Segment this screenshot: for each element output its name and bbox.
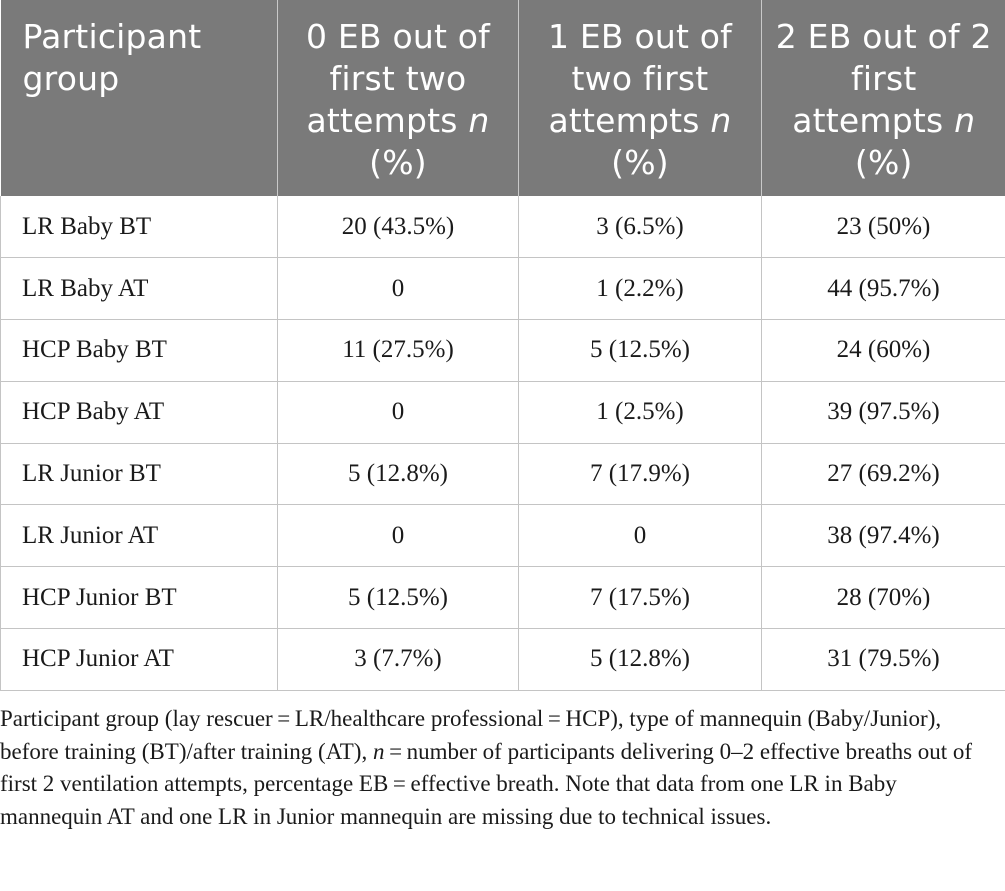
footnote-text-1: Participant group (lay rescuer = LR/heal… [0,706,942,764]
header-participant-group: Participant group [0,0,278,196]
header-one-eb-label: 1 EB out of two first attempts [547,17,732,140]
cell-two-eb: 38 (97.4%) [761,504,1005,568]
header-zero-eb-label: 0 EB out of first two attempts [305,17,490,140]
footnote-text-2: = number of participants delivering 0–2 … [0,738,973,829]
cell-two-eb: 31 (79.5%) [761,628,1005,691]
cell-zero-eb: 0 [277,504,519,568]
header-zero-eb-pct: (%) [369,143,427,182]
cell-two-eb: 28 (70%) [761,566,1005,630]
cell-group: HCP Baby AT [0,381,278,444]
cell-group: LR Baby AT [0,257,278,321]
table-row: LR Junior BT 5 (12.8%) 7 (17.9%) 27 (69.… [0,443,1005,506]
header-zero-eb: 0 EB out of first two attempts n (%) [277,0,519,196]
cell-one-eb: 5 (12.8%) [518,628,762,691]
header-row: Participant group 0 EB out of first two … [0,0,1005,196]
cell-two-eb: 24 (60%) [761,319,1005,382]
cell-zero-eb: 0 [277,257,519,321]
cell-one-eb: 7 (17.5%) [518,566,762,630]
table-body: LR Baby BT 20 (43.5%) 3 (6.5%) 23 (50%) … [0,196,1005,691]
table-row: HCP Junior BT 5 (12.5%) 7 (17.5%) 28 (70… [0,566,1005,630]
header-zero-eb-n: n [468,101,490,140]
cell-group: HCP Junior AT [0,628,278,691]
header-one-eb-n: n [710,101,732,140]
cell-one-eb: 0 [518,504,762,568]
table-row: LR Junior AT 0 0 38 (97.4%) [0,504,1005,568]
cell-zero-eb: 5 (12.5%) [277,566,519,630]
cell-one-eb: 5 (12.5%) [518,319,762,382]
cell-zero-eb: 11 (27.5%) [277,319,519,382]
cell-two-eb: 44 (95.7%) [761,257,1005,321]
table-row: HCP Junior AT 3 (7.7%) 5 (12.8%) 31 (79.… [0,628,1005,691]
cell-one-eb: 1 (2.5%) [518,381,762,444]
header-two-eb: 2 EB out of 2 first attempts n (%) [761,0,1005,196]
table-row: HCP Baby BT 11 (27.5%) 5 (12.5%) 24 (60%… [0,319,1005,382]
header-one-eb: 1 EB out of two first attempts n (%) [518,0,762,196]
header-participant-group-label: Participant group [22,17,202,98]
table-header: Participant group 0 EB out of first two … [0,0,1005,196]
cell-one-eb: 7 (17.9%) [518,443,762,506]
cell-zero-eb: 20 (43.5%) [277,196,519,259]
cell-zero-eb: 0 [277,381,519,444]
table-row: LR Baby AT 0 1 (2.2%) 44 (95.7%) [0,257,1005,321]
header-one-eb-pct: (%) [611,143,669,182]
cell-two-eb: 27 (69.2%) [761,443,1005,506]
cell-zero-eb: 3 (7.7%) [277,628,519,691]
cell-one-eb: 3 (6.5%) [518,196,762,259]
header-two-eb-label: 2 EB out of 2 first attempts [775,17,992,140]
cell-zero-eb: 5 (12.8%) [277,443,519,506]
cell-two-eb: 39 (97.5%) [761,381,1005,444]
cell-group: LR Junior AT [0,504,278,568]
cell-group: LR Baby BT [0,196,278,259]
cell-group: HCP Junior BT [0,566,278,630]
footnote-n: n [372,738,385,764]
header-two-eb-pct: (%) [854,143,913,182]
cell-group: LR Junior BT [0,443,278,506]
header-two-eb-n: n [954,101,976,140]
table-row: HCP Baby AT 0 1 (2.5%) 39 (97.5%) [0,381,1005,444]
cell-group: HCP Baby BT [0,319,278,382]
results-table: Participant group 0 EB out of first two … [0,0,1005,691]
table-footnote: Participant group (lay rescuer = LR/heal… [0,703,1003,833]
table-row: LR Baby BT 20 (43.5%) 3 (6.5%) 23 (50%) [0,196,1005,259]
cell-two-eb: 23 (50%) [761,196,1005,259]
cell-one-eb: 1 (2.2%) [518,257,762,321]
